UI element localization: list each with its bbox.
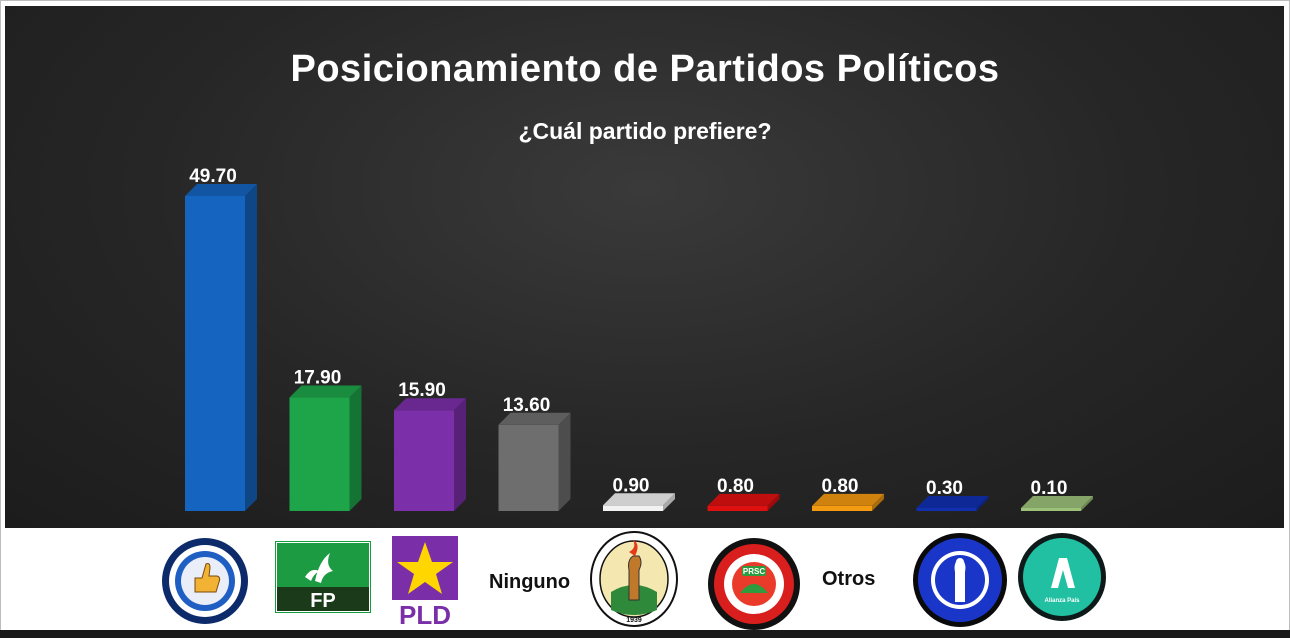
bar-otros [812,493,884,511]
bar-fnp [916,496,989,511]
prd-year: 1939 [626,617,642,624]
value-label-prm: 49.70 [189,166,237,187]
pld-logo: PLD [392,536,458,628]
prm-abbr: PRM [198,612,211,618]
value-label-prd: 0.90 [613,475,650,496]
value-label-fnp: 0.30 [926,478,963,499]
prsc-abbr: PRSC [743,567,765,576]
fp-logo: FP [275,541,371,613]
bar-prsc [707,493,780,511]
pld-logo-text: PLD [399,600,451,628]
ninguno-label: Ninguno [489,571,571,593]
otros-label: Otros [822,568,876,590]
bar-pld [394,398,466,511]
value-label-ninguno: 13.60 [503,395,551,416]
bar-plot: 49.70 17.90 15.90 13.60 0.90 0.80 0.80 0.30 0.10 [185,166,1093,511]
prm-logo: PRM [162,538,248,624]
chart-title: Posicionamiento de Partidos Políticos [290,48,1000,90]
prd-logo: 1939 [590,531,678,627]
bar-prd [603,493,675,511]
fnp-logo [913,533,1007,627]
bottom-border [0,630,1290,638]
value-label-alianza-país: 0.10 [1031,478,1068,499]
value-label-prsc: 0.80 [717,476,754,497]
fp-logo-text: FP [310,590,336,612]
alianza-logo-text: Alianza País [1044,598,1080,604]
value-label-otros: 0.80 [822,476,859,497]
bar-fp [289,385,362,511]
bar-ninguno [498,412,571,511]
alianza-pais-logo: Alianza País [1018,533,1106,621]
value-label-pld: 15.90 [398,380,446,401]
chart-subtitle: ¿Cuál partido prefiere? [518,118,772,144]
value-label-fp: 17.90 [294,368,342,389]
bar-alianza-país [1021,496,1093,511]
prsc-logo: PRSC [708,538,800,630]
bar-prm [185,184,257,511]
